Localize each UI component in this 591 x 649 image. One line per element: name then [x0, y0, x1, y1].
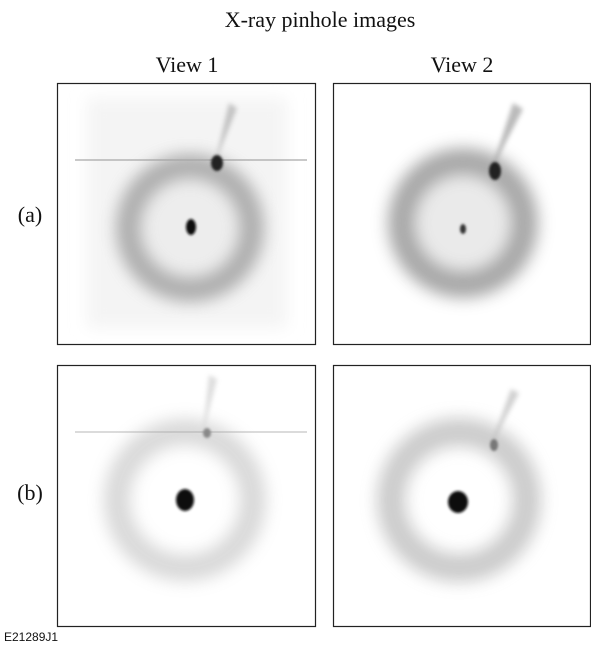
- figure-id: E21289J1: [4, 630, 58, 644]
- row-label: (b): [17, 480, 43, 505]
- column-label: View 2: [431, 52, 494, 77]
- figure-title: X-ray pinhole images: [225, 7, 416, 32]
- image-panel: [56, 364, 317, 628]
- column-label: View 1: [156, 52, 219, 77]
- image-panel: [332, 364, 591, 628]
- image-panel: [56, 82, 317, 346]
- image-panel: [332, 82, 591, 346]
- row-label: (a): [18, 202, 42, 227]
